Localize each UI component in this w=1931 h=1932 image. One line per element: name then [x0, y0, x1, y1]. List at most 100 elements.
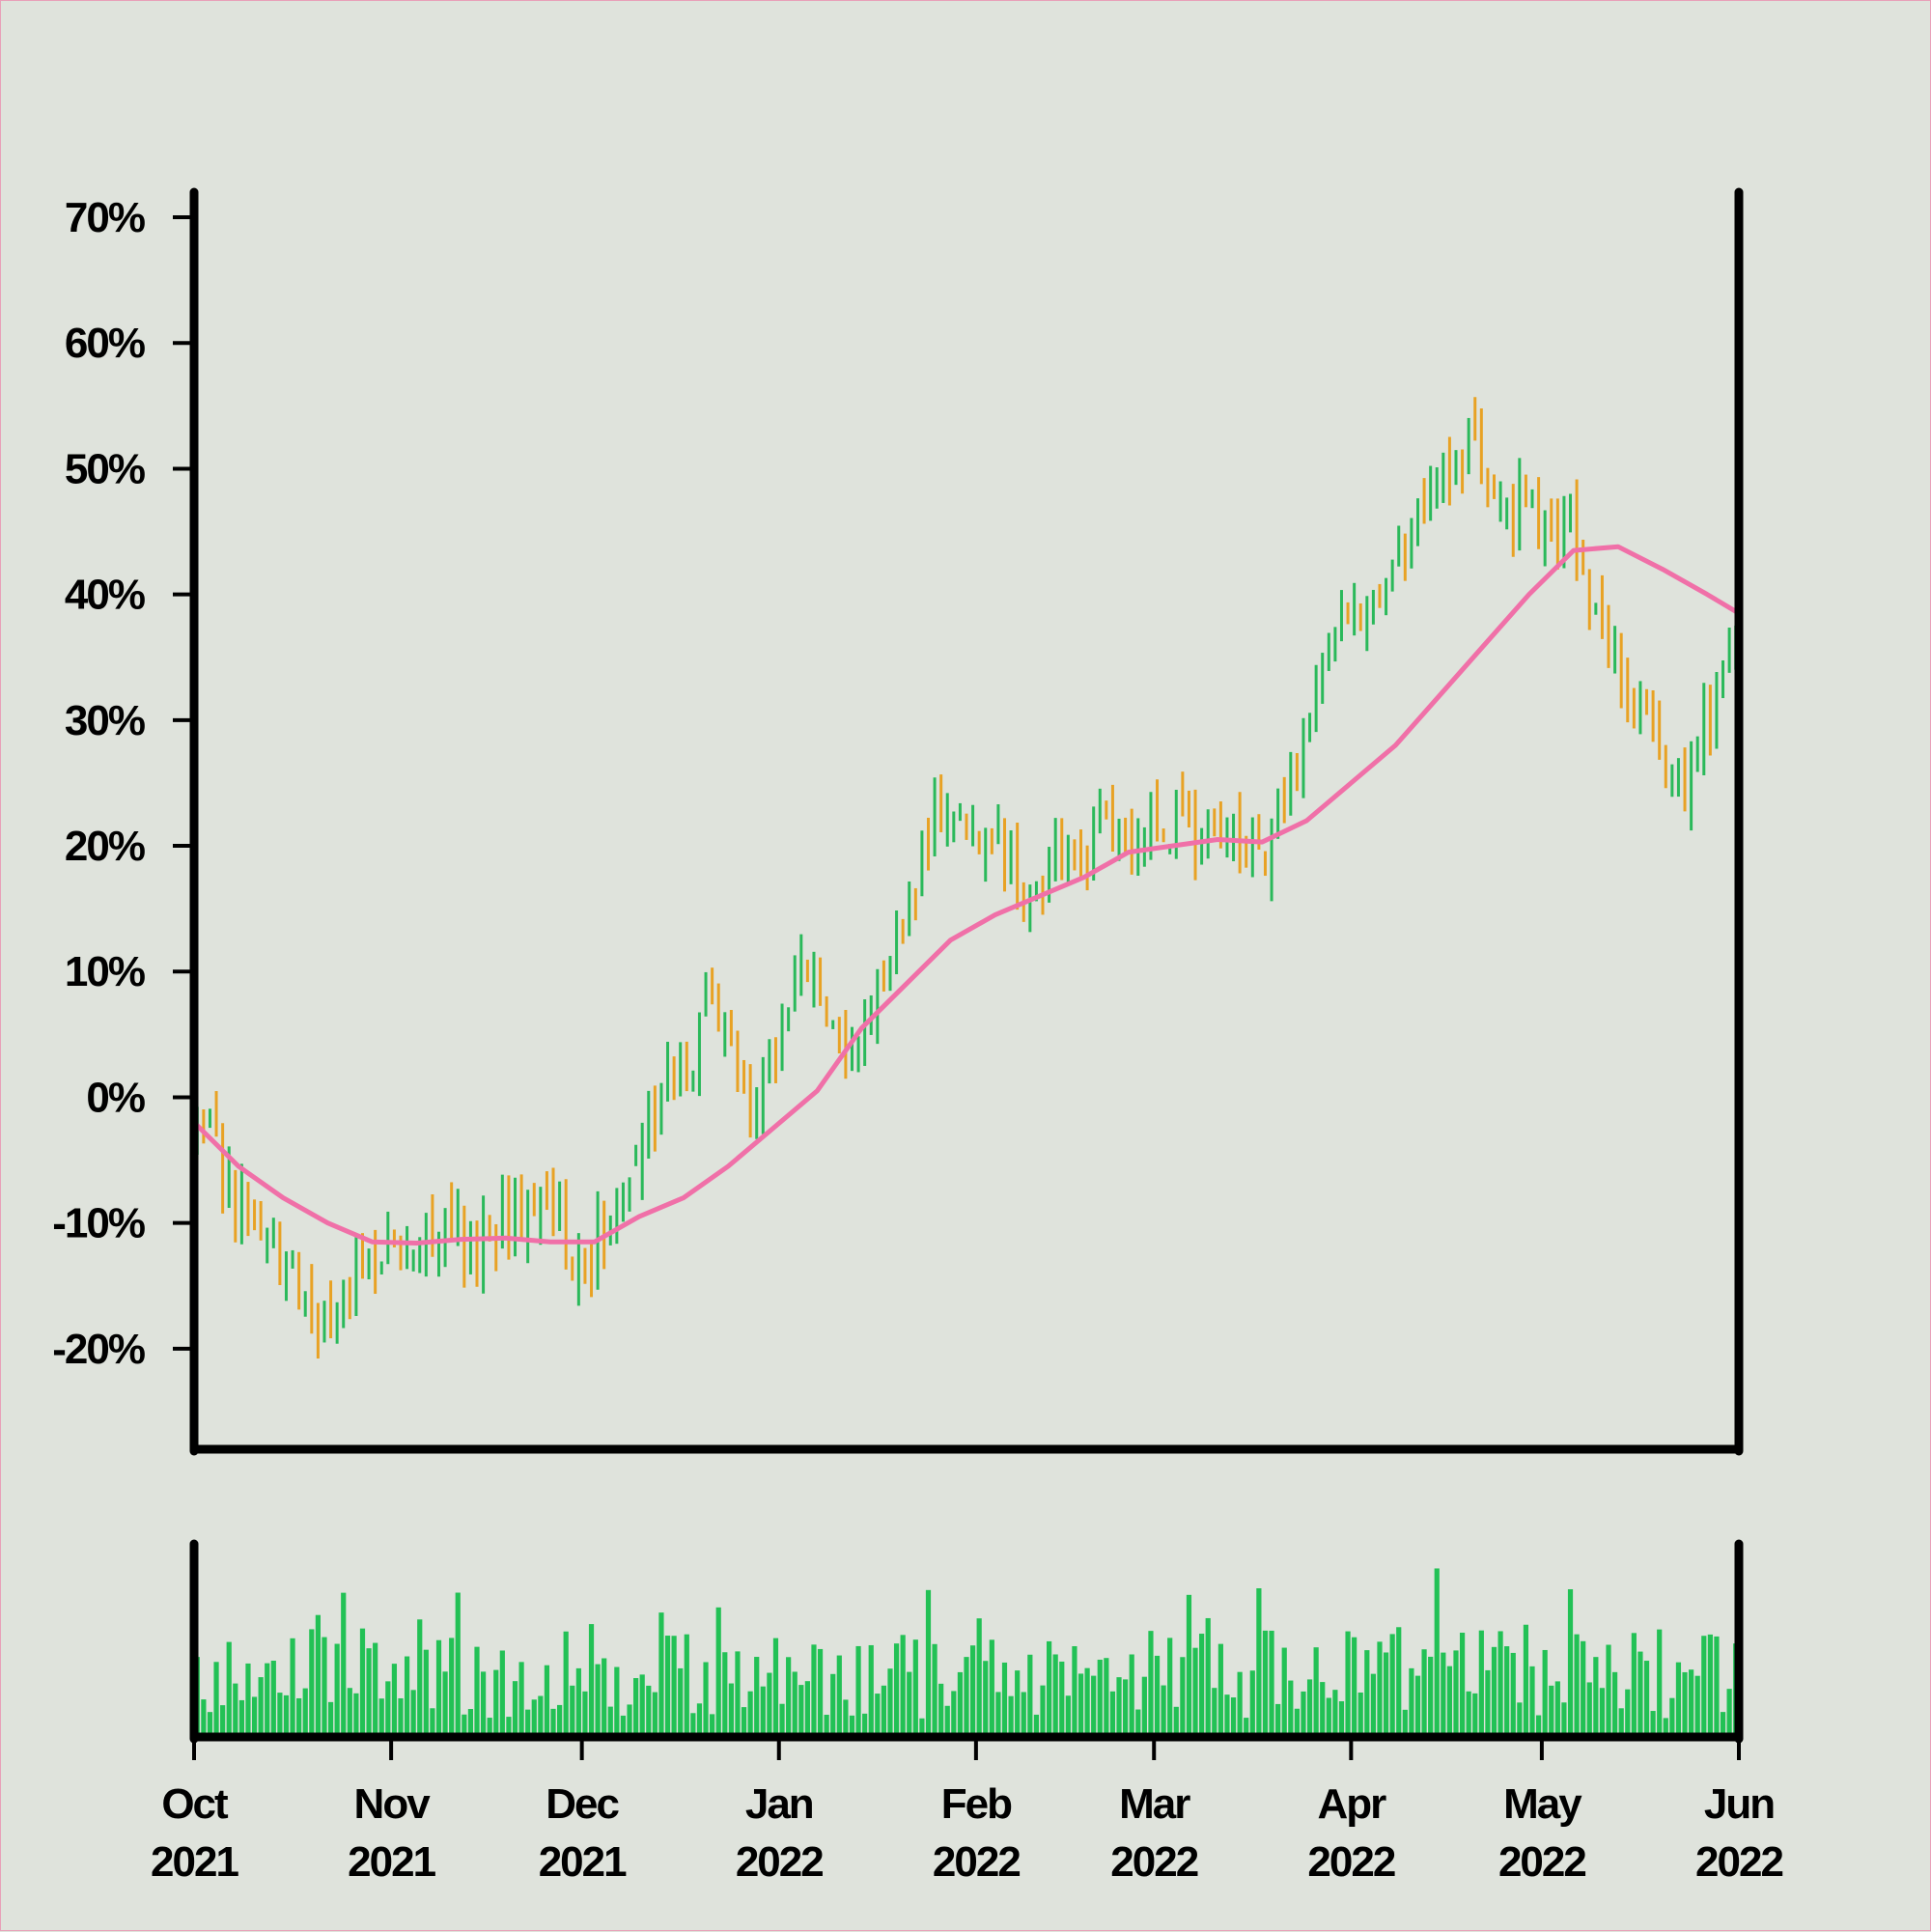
volume-bar: [322, 1637, 327, 1737]
volume-bar: [627, 1704, 632, 1737]
volume-bar: [1459, 1633, 1466, 1737]
volume-bar: [378, 1698, 384, 1737]
volume-bar: [1237, 1671, 1243, 1737]
volume-bar: [283, 1694, 290, 1737]
volume-bar: [334, 1643, 340, 1737]
volume-bar: [595, 1664, 601, 1737]
volume-bar: [881, 1685, 887, 1737]
volume-bar: [290, 1638, 295, 1737]
volume-bar: [957, 1671, 964, 1737]
volume-bar: [1357, 1692, 1363, 1737]
x-tick-month: Jun: [1704, 1780, 1774, 1828]
volume-bar: [900, 1635, 906, 1737]
volume-bar: [1631, 1633, 1637, 1737]
x-tick-month: Nov: [354, 1780, 432, 1828]
volume-bar: [1478, 1630, 1484, 1737]
volume-bar: [893, 1643, 900, 1737]
volume-bar: [1123, 1679, 1129, 1737]
volume-bar: [1015, 1670, 1021, 1737]
volume-bar: [1091, 1675, 1097, 1737]
volume-bar: [1021, 1692, 1026, 1737]
volume-bar: [1230, 1697, 1237, 1737]
volume-bar: [1352, 1637, 1357, 1737]
volume-bar: [518, 1662, 524, 1737]
volume-bar: [1332, 1690, 1338, 1737]
volume-bar: [1694, 1675, 1700, 1737]
volume-bar: [1269, 1630, 1274, 1737]
volume-bar: [1689, 1669, 1694, 1737]
volume-bar: [925, 1589, 932, 1737]
volume-bar: [1161, 1685, 1166, 1737]
volume-bar: [220, 1705, 226, 1737]
volume-bar: [1052, 1654, 1058, 1737]
volume-bar: [315, 1614, 321, 1737]
volume-bar: [296, 1697, 302, 1737]
volume-bar: [1249, 1670, 1255, 1737]
volume-bar: [1141, 1676, 1147, 1737]
x-tick-month: Mar: [1119, 1780, 1190, 1828]
volume-bar: [467, 1709, 474, 1737]
volume-bar: [1529, 1666, 1535, 1737]
volume-bar: [983, 1661, 989, 1737]
x-tick-year: 2022: [1110, 1838, 1197, 1886]
volume-bar: [410, 1690, 416, 1737]
moving-average-line: [191, 544, 1742, 1246]
volume-bar: [430, 1708, 435, 1737]
volume-bar: [639, 1674, 645, 1737]
volume-bar: [341, 1592, 347, 1737]
volume-bar: [830, 1673, 836, 1737]
volume-bar: [710, 1714, 715, 1737]
volume-bar: [1109, 1691, 1116, 1737]
volume-bar: [1027, 1654, 1033, 1737]
volume-bar: [1097, 1659, 1103, 1737]
volume-bar: [964, 1657, 969, 1737]
volume-bar: [302, 1688, 308, 1737]
volume-bar: [1033, 1714, 1040, 1737]
volume-bar: [912, 1639, 918, 1737]
volume-bar: [588, 1624, 595, 1737]
volume-bar: [557, 1704, 563, 1737]
volume-bar: [1065, 1695, 1071, 1737]
volume-bar: [951, 1691, 957, 1737]
volume-bar: [1275, 1703, 1281, 1737]
volume-bar: [417, 1619, 423, 1737]
volume-bar: [1581, 1640, 1586, 1737]
volume-bar: [767, 1672, 772, 1737]
volume-bar: [684, 1634, 689, 1737]
y-tick-label: 20%: [65, 823, 145, 870]
volume-bar: [1306, 1679, 1313, 1737]
volume-bar: [353, 1693, 359, 1737]
volume-bar: [1586, 1682, 1592, 1737]
volume-bar: [760, 1686, 766, 1737]
volume-bar: [404, 1656, 410, 1737]
volume-bar: [602, 1658, 607, 1737]
volume-bar: [233, 1683, 238, 1737]
volume-bar: [1453, 1650, 1459, 1737]
volume-bar: [754, 1657, 760, 1737]
x-tick-year: 2022: [736, 1838, 823, 1886]
volume-bar: [570, 1685, 575, 1737]
volume-bar: [544, 1665, 550, 1737]
volume-bar: [1650, 1711, 1656, 1737]
volume-bar: [614, 1666, 620, 1737]
volume-bar: [1434, 1568, 1440, 1737]
volume-bar: [245, 1663, 251, 1737]
volume-bar: [868, 1644, 874, 1737]
volume-bar: [1618, 1708, 1624, 1737]
volume-bar: [652, 1692, 658, 1737]
y-tick-label: -20%: [52, 1326, 145, 1373]
volume-bar: [462, 1714, 467, 1737]
volume-bar: [1421, 1649, 1427, 1737]
volume-bar: [1135, 1709, 1141, 1737]
volume-bar: [435, 1639, 442, 1737]
x-tick-month: Dec: [546, 1780, 619, 1828]
volume-bar: [1059, 1661, 1065, 1737]
volume-bar: [1567, 1589, 1574, 1737]
volume-bar: [487, 1718, 492, 1737]
volume-bar: [1212, 1688, 1217, 1737]
volume-bar: [207, 1712, 213, 1737]
volume-bar: [1084, 1667, 1090, 1737]
volume-bar: [1008, 1695, 1014, 1737]
volume-bar: [1549, 1685, 1554, 1737]
